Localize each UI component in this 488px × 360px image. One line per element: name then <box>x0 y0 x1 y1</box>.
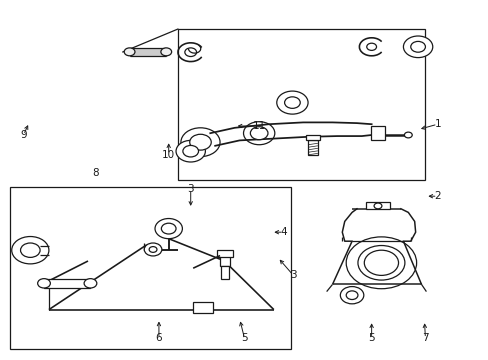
Circle shape <box>144 243 162 256</box>
Text: 6: 6 <box>155 333 162 343</box>
Text: 11: 11 <box>252 121 265 131</box>
Circle shape <box>155 219 182 239</box>
Circle shape <box>189 134 211 150</box>
Bar <box>193 302 212 313</box>
Circle shape <box>184 48 196 57</box>
Text: 7: 7 <box>421 333 428 343</box>
Text: 8: 8 <box>92 168 99 178</box>
Circle shape <box>346 237 416 289</box>
Text: 10: 10 <box>162 150 175 160</box>
Circle shape <box>181 128 220 157</box>
Text: 4: 4 <box>280 227 286 237</box>
Text: 3: 3 <box>187 184 194 194</box>
Circle shape <box>346 291 357 300</box>
Circle shape <box>176 140 205 162</box>
Bar <box>220 256 229 266</box>
Circle shape <box>161 223 176 234</box>
Circle shape <box>183 145 198 157</box>
Bar <box>10 187 290 349</box>
Circle shape <box>250 127 267 140</box>
Bar <box>221 266 228 279</box>
Circle shape <box>12 237 49 264</box>
Circle shape <box>366 43 376 50</box>
Bar <box>365 202 389 209</box>
Circle shape <box>149 247 157 252</box>
Text: 2: 2 <box>433 191 440 201</box>
Circle shape <box>364 250 398 275</box>
Bar <box>129 48 166 56</box>
Text: 9: 9 <box>20 130 27 140</box>
Circle shape <box>276 91 307 114</box>
Bar <box>307 140 317 155</box>
Bar <box>44 279 90 288</box>
Circle shape <box>373 203 381 209</box>
Bar <box>370 126 385 140</box>
Circle shape <box>124 48 135 56</box>
Circle shape <box>404 132 411 138</box>
Circle shape <box>284 97 300 108</box>
Bar <box>178 29 425 180</box>
Circle shape <box>38 279 50 288</box>
Bar <box>217 250 232 257</box>
Text: 1: 1 <box>433 119 440 129</box>
Text: 5: 5 <box>241 333 247 343</box>
Circle shape <box>161 48 171 56</box>
Circle shape <box>410 41 425 52</box>
Circle shape <box>243 122 274 145</box>
Circle shape <box>84 279 97 288</box>
Circle shape <box>20 243 40 257</box>
Text: 5: 5 <box>367 333 374 343</box>
Bar <box>305 135 320 140</box>
Circle shape <box>403 36 432 58</box>
Text: 3: 3 <box>289 270 296 280</box>
Circle shape <box>357 246 404 280</box>
Circle shape <box>340 287 363 304</box>
